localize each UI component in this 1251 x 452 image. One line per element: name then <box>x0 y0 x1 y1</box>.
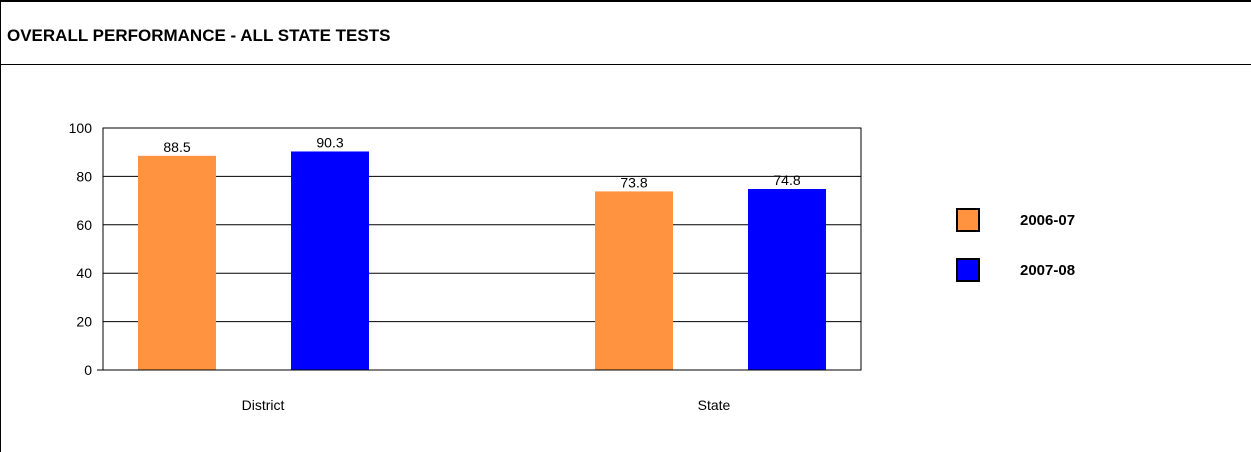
bar-value-label: 73.8 <box>620 174 647 190</box>
bar-2007-08-District <box>291 151 369 370</box>
y-tick-label: 100 <box>69 120 93 136</box>
bar-2006-07-State <box>595 191 673 370</box>
legend-label: 2007-08 <box>1020 262 1075 279</box>
x-category-label: District <box>242 397 285 413</box>
panel-header: OVERALL PERFORMANCE - ALL STATE TESTS <box>1 10 1251 65</box>
y-tick-label: 20 <box>76 314 92 330</box>
chart-legend: 2006-07 2007-08 <box>956 208 1075 282</box>
y-tick-label: 80 <box>76 168 92 184</box>
legend-label: 2006-07 <box>1020 212 1075 229</box>
y-tick-label: 40 <box>76 265 92 281</box>
legend-swatch-2006-07 <box>956 208 980 232</box>
chart-gridlines <box>103 175 861 323</box>
plot-area-border <box>102 127 862 371</box>
y-tick-label: 0 <box>84 362 92 378</box>
y-tick-label: 60 <box>76 217 92 233</box>
chart-bars <box>138 151 826 370</box>
bar-2006-07-District <box>138 155 216 370</box>
page-title: OVERALL PERFORMANCE - ALL STATE TESTS <box>7 26 391 45</box>
bar-value-label: 88.5 <box>163 139 190 155</box>
bar-value-label: 90.3 <box>316 134 343 150</box>
bar-2007-08-State <box>748 188 826 370</box>
x-axis-category-labels: District State <box>242 397 731 413</box>
plot-frame <box>97 127 862 371</box>
x-category-label: State <box>698 397 731 413</box>
data-labels: 88.5 73.8 90.3 74.8 <box>163 134 800 190</box>
legend-swatch-2007-08 <box>956 258 980 282</box>
y-axis-ticks: 0 20 40 60 80 100 <box>69 120 93 378</box>
bar-value-label: 74.8 <box>773 172 800 188</box>
